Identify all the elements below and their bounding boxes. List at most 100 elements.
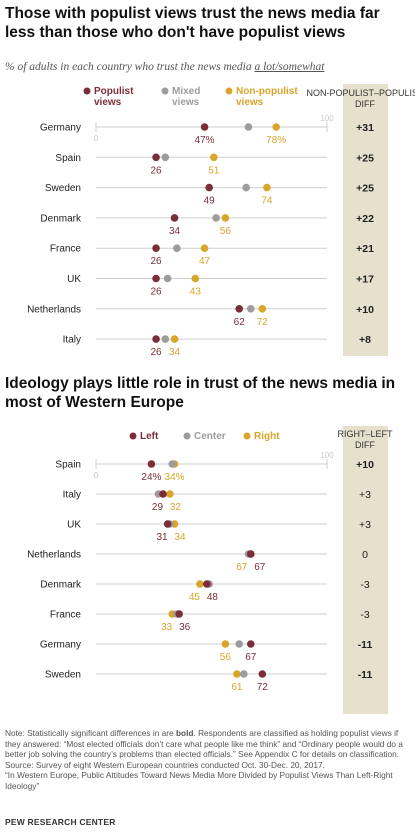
diff-value: -3 bbox=[360, 609, 369, 621]
data-point-center bbox=[235, 640, 244, 648]
data-point-right bbox=[196, 580, 204, 588]
populism-dot-chart: NON-POPULIST–POPULISTDIFFPopulistviewsMi… bbox=[27, 84, 415, 358]
chart-title-ideology: Ideology plays little role in trust of t… bbox=[5, 375, 396, 411]
report-title: “In Western Europe, Public Attitudes Tow… bbox=[5, 770, 393, 791]
data-point-non-populist bbox=[200, 244, 209, 252]
data-point-center bbox=[168, 460, 177, 468]
data-point-mixed bbox=[161, 335, 170, 343]
legend-dot bbox=[83, 87, 91, 95]
value-label-left: 36 bbox=[179, 622, 191, 633]
value-label-populist: 26 bbox=[150, 256, 162, 267]
data-point-non-populist bbox=[272, 123, 280, 131]
data-point-left bbox=[159, 490, 167, 498]
data-point-left bbox=[258, 670, 267, 678]
value-label-non-populist: 51 bbox=[208, 165, 220, 176]
diff-header-line: DIFF bbox=[355, 99, 375, 109]
value-label-left: 48 bbox=[207, 592, 219, 603]
diff-value: 0 bbox=[362, 549, 368, 561]
diff-value: +8 bbox=[359, 334, 371, 346]
legend-label: Populist bbox=[94, 86, 134, 97]
legend-dot bbox=[243, 432, 251, 440]
diff-value: +3 bbox=[359, 489, 371, 501]
data-point-populist bbox=[152, 274, 160, 283]
pew-footer: PEW RESEARCH CENTER bbox=[5, 817, 116, 827]
data-point-populist bbox=[152, 153, 160, 162]
axis-tick-label: 100 bbox=[320, 114, 334, 123]
subtitle-emphasis: a lot/somewhat bbox=[254, 61, 325, 73]
data-point-non-populist bbox=[170, 335, 179, 343]
axis-tick-label: 100 bbox=[320, 451, 334, 460]
diff-value: -11 bbox=[358, 639, 373, 651]
legend-label: views bbox=[172, 97, 200, 108]
legend-dot bbox=[183, 432, 191, 440]
legend-label: Center bbox=[194, 431, 226, 442]
axis-tick-label: 0 bbox=[94, 134, 99, 143]
data-point-right bbox=[221, 640, 230, 648]
row-category-label: Denmark bbox=[40, 213, 82, 224]
diff-header-line: DIFF bbox=[355, 440, 375, 450]
data-point-non-populist bbox=[210, 153, 218, 162]
data-point-mixed bbox=[242, 183, 250, 192]
value-label-right: 34 bbox=[175, 532, 187, 543]
data-point-populist bbox=[170, 214, 179, 222]
value-label-non-populist: 43 bbox=[190, 287, 202, 298]
data-point-mixed bbox=[244, 123, 253, 131]
diff-value: +3 bbox=[359, 519, 371, 531]
value-label-populist: 26 bbox=[150, 287, 162, 298]
value-label-left: 67 bbox=[245, 652, 257, 663]
diff-panel bbox=[343, 84, 388, 356]
legend-dot bbox=[161, 87, 169, 95]
row-category-label: Germany bbox=[40, 640, 81, 651]
value-label-left: 29 bbox=[152, 502, 164, 513]
data-point-non-populist bbox=[263, 183, 271, 192]
data-point-right bbox=[233, 670, 241, 678]
data-point-populist bbox=[200, 123, 209, 131]
chart-subtitle: % of adults in each country who trust th… bbox=[5, 61, 410, 73]
diff-value: +10 bbox=[356, 304, 374, 316]
value-label-populist: 47% bbox=[195, 135, 215, 146]
value-label-right: 33 bbox=[161, 622, 173, 633]
value-label-left: 24% bbox=[141, 472, 161, 483]
row-category-label: Germany bbox=[40, 123, 81, 134]
value-label-right: 56 bbox=[220, 652, 232, 663]
row-category-label: Netherlands bbox=[27, 304, 81, 315]
data-point-non-populist bbox=[191, 274, 200, 283]
legend-dot bbox=[129, 432, 137, 440]
legend-label: Right bbox=[254, 431, 280, 442]
data-point-left bbox=[203, 580, 211, 588]
legend-label: Mixed bbox=[172, 86, 200, 97]
data-point-right bbox=[166, 490, 174, 498]
chart-title-populism: Those with populist views trust the news… bbox=[5, 5, 380, 41]
row-category-label: Spain bbox=[55, 460, 81, 471]
source-text: Source: Survey of eight Western European… bbox=[5, 759, 325, 770]
data-point-left bbox=[175, 610, 183, 618]
diff-value: +17 bbox=[356, 274, 374, 286]
note-pre: Note: Statistically significant differen… bbox=[5, 728, 176, 738]
value-label-right: 61 bbox=[231, 682, 243, 693]
value-label-non-populist: 47 bbox=[199, 256, 211, 267]
data-point-mixed bbox=[212, 214, 220, 222]
row-category-label: France bbox=[50, 610, 82, 621]
note-post: . Respondents are classified as holding … bbox=[5, 728, 403, 760]
data-point-non-populist bbox=[258, 305, 267, 313]
diff-value: +10 bbox=[356, 459, 374, 471]
data-point-center bbox=[240, 670, 248, 678]
row-category-label: France bbox=[50, 244, 82, 255]
diff-header-line: RIGHT–LEFT bbox=[337, 429, 393, 439]
row-category-label: Denmark bbox=[40, 580, 82, 591]
legend-label: Left bbox=[140, 431, 159, 442]
row-category-label: Italy bbox=[63, 490, 81, 501]
diff-header-line: NON-POPULIST–POPULIST bbox=[306, 88, 415, 98]
value-label-right: 34% bbox=[165, 472, 185, 483]
diff-value: -11 bbox=[358, 669, 373, 681]
value-label-right: 45 bbox=[189, 592, 201, 603]
row-category-label: Spain bbox=[55, 153, 81, 164]
legend-label: views bbox=[94, 97, 122, 108]
row-category-label: Italy bbox=[63, 335, 81, 346]
data-point-populist bbox=[205, 183, 213, 192]
value-label-right: 32 bbox=[170, 502, 182, 513]
row-category-label: Sweden bbox=[45, 183, 81, 194]
diff-value: -3 bbox=[360, 579, 369, 591]
notes-block: Note: Statistically significant differen… bbox=[5, 728, 413, 792]
data-point-left bbox=[246, 550, 255, 558]
